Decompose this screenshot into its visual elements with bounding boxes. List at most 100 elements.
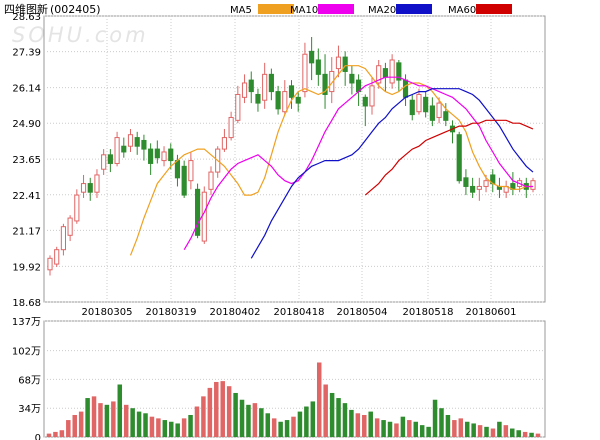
volume-bar [85,398,90,437]
candle-body [262,73,268,101]
candle-body [309,50,315,64]
candle-body [396,62,402,81]
legend-label-ma60: MA60 [448,5,476,16]
candle-body [423,96,429,113]
volume-bar [464,421,470,437]
volume-bar [316,362,322,437]
volume-bar [156,418,161,437]
volume-bar [98,403,103,437]
candle-body [148,148,154,164]
volume-bar [188,414,193,437]
candle-body [282,91,288,113]
legend-swatch-ma10 [318,4,354,14]
price-tick-label: 28.63 [12,12,41,23]
candle-body [322,73,328,95]
candle-body [436,102,442,118]
candle-body [208,171,214,190]
volume-bar [53,431,58,437]
candle-body [94,174,100,193]
watermark-label: SOHU.com [12,23,149,47]
volume-bar [426,426,431,437]
candle-body [47,257,53,271]
volume-bar [439,408,444,437]
volume-bar [329,392,335,437]
candle-body [382,68,388,78]
candle-body [195,188,201,236]
volume-bar [233,392,238,437]
volume-bar [458,418,464,437]
legend-label-ma10: MA10 [290,5,318,16]
volume-bar [535,433,541,437]
volume-bar [445,414,451,437]
date-tick-label: 20180518 [403,307,454,318]
candle-body [188,160,194,182]
candle-body [416,93,422,113]
volume-bar [117,384,123,437]
candle-body [107,154,113,164]
candle-body [74,194,80,222]
price-tick-label: 27.39 [12,48,41,59]
candle-body [402,79,409,98]
volume-bar [111,401,116,437]
volume-bar [66,420,71,437]
volume-bar [271,418,277,437]
volume-tick-label: 137万 [12,317,41,328]
volume-bar [522,431,528,437]
volume-bar [497,421,502,437]
legend-swatch-ma5 [258,4,294,14]
legend-swatch-ma20 [396,4,432,14]
candle-body [241,82,248,98]
candle-body [174,160,181,179]
candle-body [275,91,281,110]
volume-bar [214,381,219,437]
volume-bar [304,406,309,437]
volume-bar [529,432,534,437]
volume-bar [381,420,386,437]
volume-bar [368,411,373,437]
volume-tick-label: 68万 [18,375,41,386]
volume-bar [407,420,412,437]
candle-body [201,191,207,242]
volume-bar [226,386,232,437]
volume-bar [136,411,142,437]
date-tick-label: 20180418 [274,307,325,318]
volume-bar [130,408,135,437]
volume-bar [374,418,380,437]
ma-line-ma10 [183,76,533,251]
price-tick-label: 23.65 [12,155,41,166]
volume-bar [265,413,271,437]
candle-body [80,183,87,193]
stock-name-label: 四维图新 [4,2,48,16]
volume-bar [477,425,483,437]
volume-bar [239,399,245,437]
volume-bar [413,421,419,437]
volume-bar [419,425,425,437]
volume-bar [220,381,225,437]
candle-body [362,96,368,107]
candle-body [443,111,449,121]
price-tick-label: 18.68 [12,298,41,309]
volume-bar [91,396,97,437]
candle-body [463,177,469,187]
date-tick-label: 20180601 [466,307,517,318]
candle-body [168,148,174,162]
volume-bar [432,399,438,437]
candle-body [60,226,66,251]
candle-body [302,53,308,93]
volume-bar [175,423,180,437]
chart-header: 四维图新 (002405) [4,2,101,16]
candle-body [369,85,375,107]
volume-bar [162,420,168,437]
candle-body [389,59,395,84]
ma-line-ma20 [250,88,534,259]
candle-body [114,137,120,164]
stock-code-label: (002405) [50,3,101,16]
candle-body [288,85,295,98]
volume-bar [510,428,515,437]
volume-bar [323,384,328,437]
price-tick-label: 19.92 [12,262,41,273]
volume-bar [394,423,399,437]
volume-bar [503,425,509,437]
date-tick-label: 20180402 [210,307,261,318]
date-tick-label: 20180504 [337,307,388,318]
